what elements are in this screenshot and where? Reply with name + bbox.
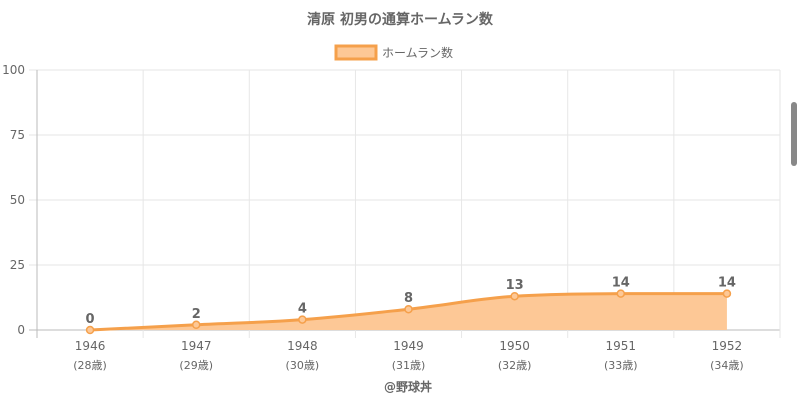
x-tick-label: 1946 (75, 339, 106, 353)
data-point[interactable] (404, 304, 413, 314)
data-label: 8 (404, 291, 413, 306)
data-point[interactable] (85, 325, 95, 335)
x-tick-sublabel: (29歳) (179, 359, 213, 372)
data-labels: 0 2 4 8 13 14 14 (86, 276, 736, 327)
legend-label: ホームラン数 (382, 45, 453, 60)
y-tick-label: 100 (2, 63, 25, 77)
y-tick-label: 75 (10, 128, 25, 142)
legend[interactable]: ホームラン数 (334, 44, 453, 61)
data-label: 4 (298, 302, 307, 317)
data-point[interactable] (298, 315, 307, 324)
x-tick-sublabel: (33歳) (604, 359, 638, 372)
legend-swatch (334, 44, 378, 61)
x-tick-sublabel: (28歳) (73, 359, 107, 372)
y-tick-label: 0 (17, 323, 25, 337)
data-label: 0 (86, 312, 95, 327)
x-tick-label: 1952 (712, 339, 743, 353)
data-label: 14 (718, 276, 736, 291)
y-tick-label: 50 (10, 193, 25, 207)
data-label: 13 (506, 278, 524, 293)
x-tick-label: 1947 (181, 339, 212, 353)
x-tick-sublabel: (30歳) (286, 359, 320, 372)
data-point[interactable] (510, 291, 519, 301)
y-axis: 0 25 50 75 100 (2, 63, 25, 337)
data-label: 14 (612, 276, 630, 291)
x-tick-label: 1948 (287, 339, 318, 353)
x-tick-sublabel: (31歳) (392, 359, 426, 372)
x-tick-label: 1949 (393, 339, 424, 353)
scrollbar-thumb[interactable] (791, 102, 797, 166)
credit-label: @野球丼 (384, 379, 432, 394)
x-tick-sublabel: (32歳) (498, 359, 532, 372)
data-point[interactable] (722, 289, 732, 298)
x-axis: 1946 (28歳) 1947 (29歳) 1948 (30歳) 1949 (31歳) 1950… (73, 339, 743, 372)
x-tick-label: 1951 (606, 339, 637, 353)
chart-title: 清原 初男の通算ホームラン数 (307, 11, 494, 28)
data-label: 2 (192, 307, 201, 322)
grid (29, 69, 781, 338)
y-tick-label: 25 (10, 258, 25, 272)
data-point[interactable] (616, 289, 626, 298)
x-tick-label: 1950 (499, 339, 530, 353)
series-area (85, 289, 732, 335)
data-point[interactable] (191, 320, 201, 330)
x-tick-sublabel: (34歳) (710, 359, 744, 372)
